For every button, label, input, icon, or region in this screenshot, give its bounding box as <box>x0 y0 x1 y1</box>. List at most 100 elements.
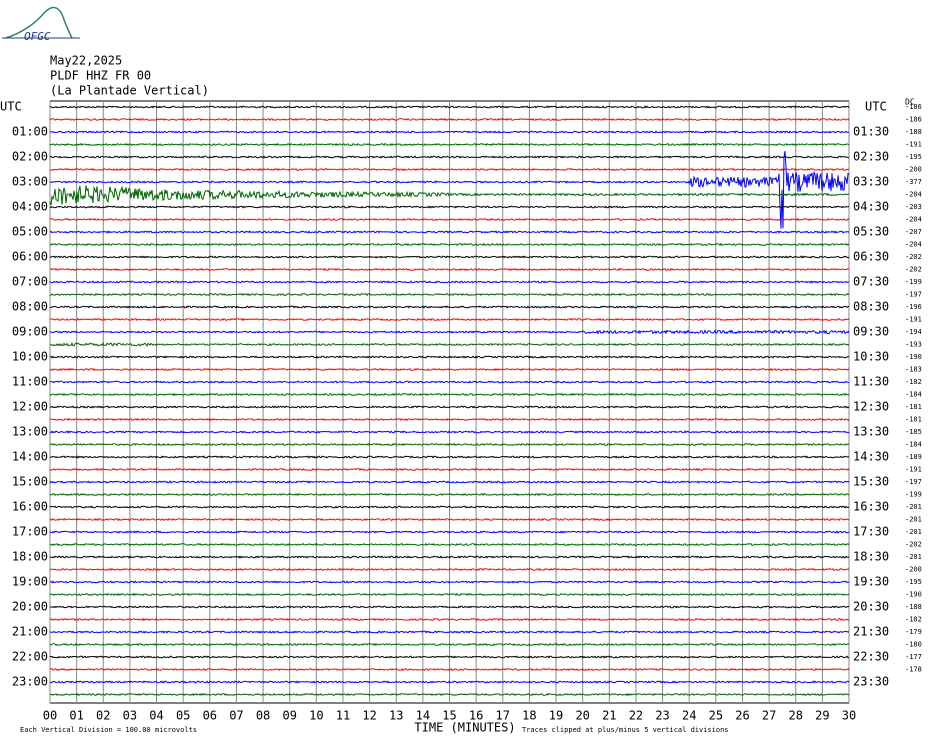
right-hour-label: 15:30 <box>853 475 889 489</box>
x-axis-title: TIME (MINUTES) <box>414 721 515 735</box>
dc-value: -181 <box>905 403 922 411</box>
dc-value: -189 <box>905 453 922 461</box>
trace <box>50 630 850 634</box>
x-tick-label: 11 <box>336 709 350 723</box>
dc-value: -201 <box>905 528 922 536</box>
right-hour-label: 12:30 <box>853 400 889 414</box>
station: PLDF HHZ FR 00 <box>50 69 151 83</box>
trace <box>49 341 850 347</box>
trace <box>49 105 850 109</box>
x-tick-label: 27 <box>762 709 776 723</box>
x-tick-label: 07 <box>229 709 243 723</box>
dc-value: -199 <box>905 491 922 499</box>
right-hour-label: 09:30 <box>853 325 889 339</box>
x-tick-label: 14 <box>416 709 430 723</box>
x-tick-label: 10 <box>309 709 323 723</box>
trace <box>49 517 850 522</box>
left-hour-label: 04:00 <box>12 200 48 214</box>
trace <box>49 492 850 497</box>
dc-value: -199 <box>905 278 922 286</box>
trace <box>49 230 850 234</box>
right-hour-label: 03:30 <box>853 175 889 189</box>
trace <box>49 555 850 559</box>
trace <box>49 430 850 434</box>
x-tick-label: 20 <box>575 709 589 723</box>
left-hour-label: 05:00 <box>12 225 48 239</box>
trace <box>49 242 850 247</box>
x-tick-label: 16 <box>469 709 483 723</box>
x-tick-label: 28 <box>789 709 803 723</box>
x-tick-label: 25 <box>709 709 723 723</box>
dc-value: -200 <box>905 166 922 174</box>
dc-value: -181 <box>905 416 922 424</box>
right-hour-label: 11:30 <box>853 375 889 389</box>
x-tick-label: 23 <box>655 709 669 723</box>
trace <box>49 317 850 322</box>
trace <box>49 185 850 206</box>
trace <box>49 142 850 147</box>
dc-value: -184 <box>905 391 922 399</box>
left-hour-label: 22:00 <box>12 650 48 664</box>
trace <box>49 692 850 697</box>
trace <box>49 155 850 159</box>
dc-value: -197 <box>905 291 922 299</box>
left-hour-label: 13:00 <box>12 425 48 439</box>
trace <box>49 305 850 309</box>
x-tick-label: 04 <box>149 709 163 723</box>
trace <box>49 567 850 572</box>
right-hour-label: 13:30 <box>853 425 889 439</box>
dc-value: -204 <box>905 241 922 249</box>
right-hour-label: 04:30 <box>853 200 889 214</box>
trace <box>49 592 850 597</box>
x-tick-label: 17 <box>496 709 510 723</box>
left-hour-label: 06:00 <box>12 250 48 264</box>
x-tick-label: 09 <box>282 709 296 723</box>
x-tick-label: 05 <box>176 709 190 723</box>
dc-value: -201 <box>905 503 922 511</box>
left-hour-label: 19:00 <box>12 575 48 589</box>
trace <box>49 255 850 259</box>
left-hour-label: 09:00 <box>12 325 48 339</box>
right-hour-label: 01:30 <box>853 125 889 139</box>
dc-value: -200 <box>905 566 922 574</box>
trace <box>49 655 850 659</box>
date: May22,2025 <box>50 54 122 68</box>
dc-value: -180 <box>905 641 922 649</box>
dc-value: -182 <box>905 378 922 386</box>
dc-value: -191 <box>905 141 922 149</box>
x-tick-label: 22 <box>629 709 643 723</box>
x-tick-label: 18 <box>522 709 536 723</box>
left-hour-label: 18:00 <box>12 550 48 564</box>
left-hour-label: 14:00 <box>12 450 48 464</box>
x-tick-label: 24 <box>682 709 696 723</box>
dc-value: -188 <box>905 128 922 136</box>
trace <box>49 617 850 622</box>
dc-value: -184 <box>905 441 922 449</box>
x-tick-label: 06 <box>203 709 217 723</box>
trace <box>49 367 850 372</box>
x-tick-label: 08 <box>256 709 270 723</box>
right-hour-label: 23:30 <box>853 675 889 689</box>
dc-value: -191 <box>905 316 922 324</box>
trace <box>49 542 850 547</box>
trace <box>49 130 850 134</box>
footer-right: Traces clipped at plus/minus 5 vertical … <box>522 726 729 734</box>
x-tick-label: 26 <box>735 709 749 723</box>
dc-value: -190 <box>905 591 922 599</box>
trace <box>49 467 850 472</box>
trace <box>49 205 850 209</box>
left-hour-label: 01:00 <box>12 125 48 139</box>
dc-value: -202 <box>905 253 922 261</box>
trace <box>49 455 850 459</box>
dc-value: -177 <box>905 653 922 661</box>
footer-left: Each Vertical Division = 100.00 microvol… <box>20 726 197 734</box>
trace <box>49 505 849 509</box>
left-hour-label: 07:00 <box>12 275 48 289</box>
trace <box>49 267 850 272</box>
dc-value: -201 <box>905 553 922 561</box>
left-hour-label: 11:00 <box>12 375 48 389</box>
dc-value: -188 <box>905 603 922 611</box>
dc-value: -186 <box>905 116 922 124</box>
